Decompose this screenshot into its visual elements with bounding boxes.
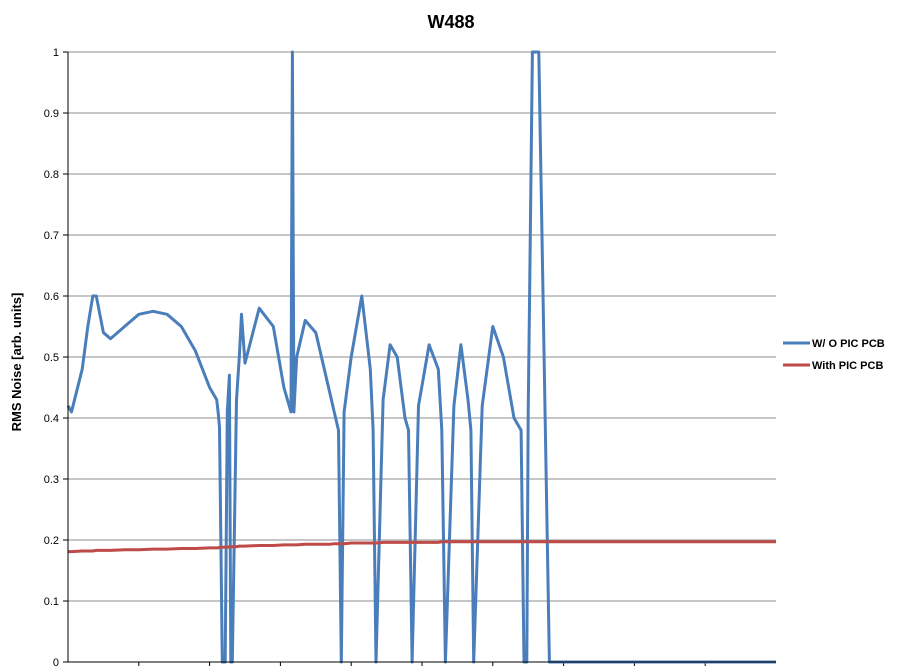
series-line-wo-pic-pcb: [66, 50, 776, 664]
gridlines: [68, 51, 776, 602]
y-tick-label: 0.7: [44, 230, 59, 242]
y-tick-label: 1: [53, 47, 59, 59]
legend-label: W/ O PIC PCB: [812, 338, 885, 350]
y-tick-label: 0: [53, 657, 59, 666]
y-tick-label: 0.4: [44, 413, 59, 425]
y-tick-labels: 0 0.1 0.2 0.3 0.4 0.5 0.6 0.7 0.8 0.9 1: [44, 47, 706, 666]
y-tick-label: 0.6: [44, 291, 59, 303]
series-lines: [66, 50, 776, 664]
y-tick-label: 0.2: [44, 535, 59, 547]
y-tick-label: 0.1: [44, 596, 59, 608]
legend-label: With PIC PCB: [812, 360, 883, 372]
y-tick-label: 0.8: [44, 169, 59, 181]
legend: W/ O PIC PCB With PIC PCB: [783, 338, 885, 372]
y-tick-label: 0.3: [44, 474, 59, 486]
y-axis-label: RMS Noise [arb. units]: [9, 293, 24, 432]
chart-title: W488: [427, 12, 474, 32]
series-line-with-pic-pcb: [68, 540, 776, 554]
y-tick-label: 0.9: [44, 108, 59, 120]
y-tick-label: 0.5: [44, 352, 59, 364]
